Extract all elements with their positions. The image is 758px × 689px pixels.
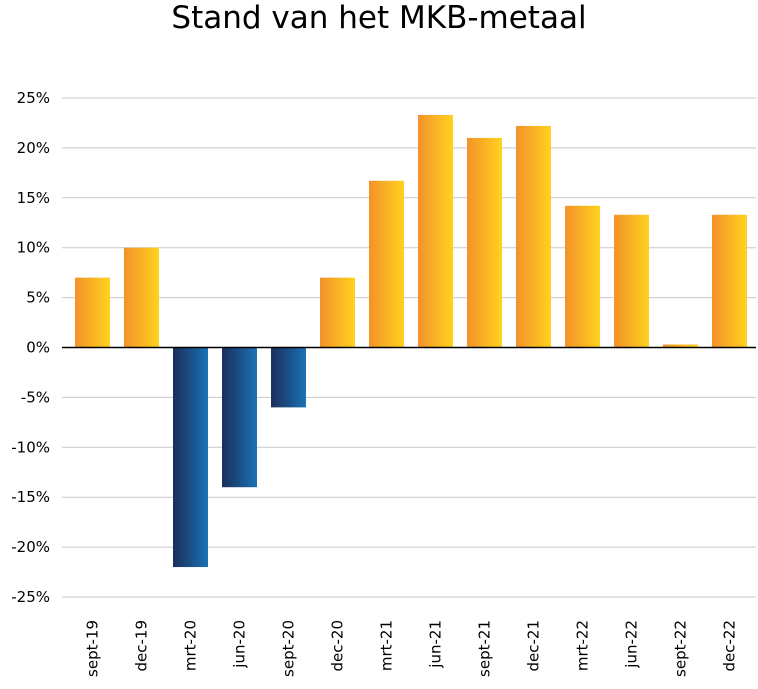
y-tick-label: 25% (17, 89, 50, 107)
y-tick-label: 20% (17, 139, 50, 157)
bar-jun-22 (614, 214, 649, 348)
x-tick-label: dec-19 (133, 620, 151, 672)
x-tick-label: mrt-21 (378, 620, 396, 671)
y-tick-label: -20% (11, 538, 50, 556)
bar-mrt-21 (369, 180, 404, 348)
y-tick-label: -5% (21, 388, 50, 406)
y-tick-label: 15% (17, 189, 50, 207)
x-tick-label: dec-21 (525, 620, 543, 672)
bar-dec-22 (712, 214, 747, 348)
y-tick-label: 5% (26, 289, 50, 307)
x-tick-label: mrt-20 (182, 620, 200, 671)
x-axis-tick-labels: sept-19 dec-19 mrt-20 jun-20 sept-20 dec-20 mr… (84, 620, 739, 677)
y-tick-label: 0% (26, 339, 50, 357)
y-tick-label: -15% (11, 488, 50, 506)
bar-jun-21 (418, 114, 453, 348)
y-tick-label: 10% (17, 239, 50, 257)
x-tick-label: dec-20 (329, 620, 347, 672)
bar-sept-22 (663, 344, 698, 348)
bar-dec-20 (320, 277, 355, 348)
y-axis-tick-labels: -25% -20% -15% -10% -5% 0% 5% 10% 15% 20% 25% (11, 89, 50, 606)
bar-mrt-22 (565, 205, 600, 348)
x-tick-label: mrt-22 (574, 620, 592, 671)
bar-dec-21 (516, 125, 551, 348)
bar-mrt-20 (173, 347, 208, 568)
x-tick-label: sept-19 (84, 620, 102, 677)
bar-sept-19 (75, 277, 110, 348)
bar-sept-21 (467, 137, 502, 348)
x-tick-label: jun-20 (231, 620, 249, 669)
bar-sept-20 (271, 347, 306, 408)
x-tick-label: sept-20 (280, 620, 298, 677)
x-tick-label: jun-21 (427, 620, 445, 669)
x-tick-label: sept-21 (476, 620, 494, 677)
bar-jun-20 (222, 347, 257, 488)
y-tick-label: -10% (11, 438, 50, 456)
bars (75, 114, 747, 568)
y-tick-label: -25% (11, 588, 50, 606)
x-tick-label: dec-22 (721, 620, 739, 672)
chart-title: Stand van het MKB-metaal (171, 0, 587, 36)
x-tick-label: sept-22 (672, 620, 690, 677)
bar-dec-19 (124, 247, 159, 348)
x-tick-label: jun-22 (623, 620, 641, 669)
